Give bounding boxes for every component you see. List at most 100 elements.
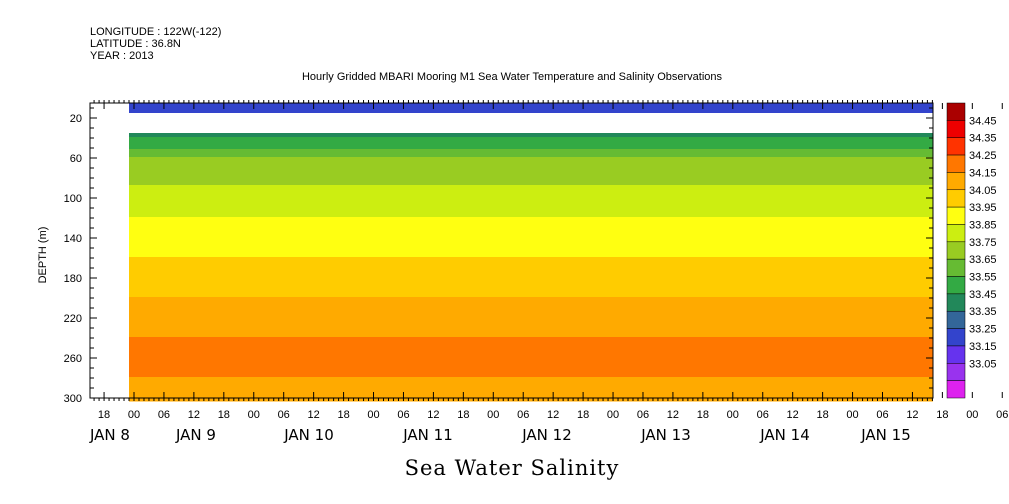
salinity-band [129,301,933,306]
salinity-band [129,373,933,378]
x-tick-label: 06 [158,409,170,421]
salinity-band [129,257,933,262]
x-tick-label: 06 [517,409,529,421]
salinity-band [129,337,933,342]
x-tick-label: 12 [427,409,439,421]
colorbar-swatch [946,380,966,399]
salinity-band [129,225,933,230]
colorbar-label: 33.95 [969,202,997,214]
salinity-band [129,201,933,206]
colorbar-swatch [946,137,966,156]
salinity-band [129,361,933,366]
y-tick-label: 20 [70,113,82,125]
y-axis: 20 60 100 140 180 220 260 300 [64,107,933,405]
colorbar-swatch [946,276,966,295]
salinity-band [129,169,933,174]
salinity-band [129,389,933,394]
y-tick-label: 100 [64,193,82,205]
salinity-band [129,261,933,266]
salinity-band [129,181,933,186]
salinity-band [129,141,933,146]
colorbar-label: 33.55 [969,272,997,284]
salinity-band [129,345,933,350]
longitude-text: LONGITUDE : 122W(-122) [90,26,221,38]
salinity-band [129,325,933,330]
salinity-band [129,205,933,210]
colorbar-label: 34.45 [969,115,997,127]
salinity-band [129,245,933,250]
x-day-label: JAN 9 [175,426,216,444]
x-tick-label: 18 [457,409,469,421]
colorbar-swatch [946,154,966,173]
x-tick-label: 06 [757,409,769,421]
x-tick-label: 06 [278,409,290,421]
colorbar-label: 33.85 [969,219,997,231]
colorbar: 34.45 34.35 34.25 34.15 34.05 33.95 33.85 33.75… [946,102,997,399]
x-tick-label: 12 [787,409,799,421]
x-tick-label: 18 [936,409,948,421]
x-tick-label: 18 [577,409,589,421]
y-tick-label: 300 [64,393,82,405]
salinity-band [129,397,933,402]
x-tick-label: 00 [248,409,260,421]
salinity-band [129,273,933,278]
salinity-band [129,365,933,370]
x-tick-label: 00 [128,409,140,421]
x-axis: 18 00 06 12 18 00 06 12 18 00 06 12 18 00 06 12 18 00 06 12… [89,100,1008,444]
colorbar-label: 33.35 [969,306,997,318]
x-axis-label: Sea Water Salinity [405,456,620,480]
x-tick-label: 18 [816,409,828,421]
colorbar-swatch [946,258,966,277]
salinity-band [129,209,933,214]
x-day-label: JAN 10 [283,426,334,444]
colorbar-swatch [946,224,966,243]
colorbar-swatch [946,172,966,191]
salinity-band [129,265,933,270]
salinity-band [129,281,933,286]
colorbar-swatch [946,102,966,121]
x-day-label: JAN 14 [759,426,810,444]
salinity-band [129,193,933,198]
salinity-band [129,317,933,322]
salinity-band [129,393,933,398]
salinity-band [129,157,933,162]
salinity-band [129,349,933,354]
x-tick-label: 12 [906,409,918,421]
salinity-band [129,173,933,178]
x-tick-label: 06 [637,409,649,421]
x-tick-label: 06 [876,409,888,421]
x-day-label: JAN 13 [640,426,691,444]
y-axis-label: DEPTH (m) [37,227,49,284]
x-tick-label: 06 [996,409,1008,421]
x-tick-label: 00 [846,409,858,421]
salinity-band [129,321,933,326]
salinity-band [129,177,933,182]
x-tick-label: 00 [367,409,379,421]
salinity-band [129,353,933,358]
colorbar-label: 34.35 [969,133,997,145]
colorbar-label: 33.45 [969,289,997,301]
x-tick-label: 06 [397,409,409,421]
salinity-band [129,165,933,170]
salinity-band [129,269,933,274]
salinity-band [129,381,933,386]
colorbar-label: 33.05 [969,358,997,370]
colorbar-label: 33.75 [969,237,997,249]
y-tick-label: 260 [64,353,82,365]
colorbar-label: 34.05 [969,185,997,197]
salinity-band [129,133,933,138]
x-tick-label: 18 [98,409,110,421]
salinity-band [129,197,933,202]
x-tick-label: 12 [188,409,200,421]
colorbar-label: 33.15 [969,341,997,353]
salinity-band [129,305,933,310]
salinity-band [129,369,933,374]
x-day-label: JAN 15 [860,426,911,444]
colorbar-swatch [946,345,966,364]
salinity-band [129,297,933,302]
x-tick-label: 18 [218,409,230,421]
colorbar-label: 33.25 [969,324,997,336]
salinity-band [129,185,933,190]
salinity-band [129,333,933,338]
